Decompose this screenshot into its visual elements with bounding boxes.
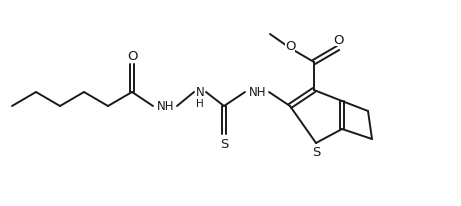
Text: S: S (220, 137, 228, 150)
Text: S: S (312, 146, 320, 159)
Text: NH: NH (249, 86, 267, 99)
Text: O: O (285, 39, 295, 52)
Text: H: H (196, 98, 204, 109)
Text: N: N (195, 86, 204, 99)
Text: O: O (127, 49, 137, 62)
Text: O: O (333, 33, 343, 46)
Text: NH: NH (157, 100, 175, 113)
